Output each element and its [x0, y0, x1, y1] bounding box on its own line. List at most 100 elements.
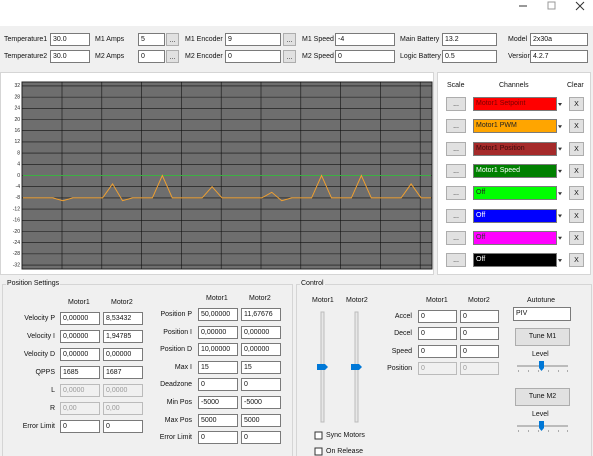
y-tick-label: 12 — [14, 139, 20, 145]
value-field[interactable]: 0,00000 — [60, 348, 100, 361]
value-field[interactable]: 0 — [418, 344, 457, 358]
ellipsis-button[interactable]: ... — [166, 33, 179, 46]
y-tick-label: 20 — [14, 117, 20, 123]
value-field[interactable]: 0 — [198, 431, 238, 445]
channel-select[interactable]: Motor1 Speed — [473, 163, 557, 178]
group-title: Position Settings — [6, 277, 61, 290]
checkbox-label[interactable]: On Release — [326, 448, 363, 455]
value-field[interactable]: 1687 — [103, 366, 143, 379]
value-field: 0,00 — [60, 402, 100, 415]
column-header: Motor2 — [111, 299, 133, 306]
y-tick-label: -12 — [13, 206, 20, 212]
level-thumb — [539, 421, 544, 431]
clear-button[interactable]: X — [569, 163, 584, 178]
channel-select[interactable]: Motor1 Position — [473, 141, 557, 156]
field-label: L — [51, 387, 55, 394]
value-field[interactable]: 0 — [418, 310, 457, 323]
status-label: Version — [508, 53, 532, 60]
channel-select[interactable]: Off — [473, 253, 557, 268]
value-field[interactable]: 15 — [241, 360, 281, 374]
tune-button[interactable]: Tune M2 — [515, 388, 570, 406]
clear-button[interactable]: X — [569, 141, 584, 156]
value-field[interactable]: 15 — [198, 360, 238, 374]
scale-button[interactable]: ... — [446, 141, 466, 156]
scale-button[interactable]: ... — [446, 163, 466, 178]
field-label: Decel — [394, 330, 412, 338]
dropdown-arrow — [558, 103, 562, 106]
value-field[interactable]: 0,00000 — [103, 348, 143, 361]
column-header: Motor1 — [68, 299, 90, 306]
field-label: QPPS — [35, 369, 55, 376]
header-label: Channels — [499, 82, 529, 89]
status-field: 30.0 — [50, 33, 90, 46]
value-field: 0,0000 — [60, 384, 100, 397]
value-field[interactable]: 0 — [60, 420, 100, 433]
scale-button[interactable]: ... — [446, 253, 466, 268]
mode-select[interactable]: PIV — [513, 307, 571, 321]
status-field: 13.2 — [442, 33, 497, 46]
ellipsis-button[interactable]: ... — [283, 33, 296, 46]
clear-button[interactable]: X — [569, 186, 584, 201]
scale-button[interactable]: ... — [446, 230, 466, 245]
value-field[interactable]: 0 — [241, 378, 281, 392]
value-field[interactable]: 10,00000 — [198, 343, 238, 357]
value-field[interactable]: 11,67676 — [241, 308, 281, 321]
checkbox-label[interactable]: Sync Motors — [326, 432, 365, 439]
scale-button[interactable]: ... — [446, 186, 466, 201]
value-field[interactable]: 8,53432 — [103, 312, 143, 325]
channel-select[interactable]: Off — [473, 230, 557, 245]
value-field[interactable]: 0,00000 — [241, 343, 281, 357]
value-field[interactable]: 5000 — [241, 413, 281, 427]
ellipsis-button[interactable]: ... — [283, 50, 296, 63]
value-field[interactable]: 0,00000 — [60, 312, 100, 325]
value-field[interactable]: 1685 — [60, 366, 100, 379]
value-field[interactable]: 5000 — [198, 413, 238, 427]
plot: 32 28 24 20 16 12 8 4 0 -4 -8 -12 -16 -20 -24 -28 -32 — [13, 82, 432, 269]
channel-select[interactable]: Motor1 PWM — [473, 119, 557, 134]
clear-button[interactable]: X — [569, 230, 584, 245]
channel-select[interactable]: Motor1 Setpoint — [473, 97, 557, 111]
clear-button[interactable]: X — [569, 97, 584, 111]
value-field[interactable]: 0 — [241, 431, 281, 445]
scale-button[interactable]: ... — [446, 208, 466, 223]
value-field[interactable]: 0,00000 — [60, 330, 100, 343]
value-field[interactable]: 0,00000 — [198, 325, 238, 339]
dropdown-arrow — [558, 236, 562, 240]
y-tick-label: -8 — [16, 195, 21, 201]
value-field[interactable]: 0 — [460, 327, 499, 341]
series-line — [23, 174, 431, 202]
value-field[interactable]: 50,00000 — [198, 308, 238, 321]
field-label: Position P — [160, 311, 192, 318]
clear-button[interactable]: X — [569, 253, 584, 268]
level-label: Level — [532, 351, 549, 358]
field-label: Max Pos — [164, 416, 192, 424]
level-thumb — [539, 361, 544, 371]
value-field[interactable]: -5000 — [198, 396, 238, 409]
status-field: 0 — [138, 50, 165, 63]
maximize-icon[interactable] — [547, 1, 556, 10]
value-field[interactable]: 0 — [460, 310, 499, 323]
dropdown-arrow — [558, 192, 562, 196]
clear-button[interactable]: X — [569, 208, 584, 223]
channel-select[interactable]: Off — [473, 186, 557, 201]
checkbox — [314, 431, 323, 440]
scale-button[interactable]: ... — [446, 119, 466, 134]
status-field: -4 — [335, 33, 395, 46]
value-field[interactable]: -5000 — [241, 396, 281, 409]
value-field[interactable]: 0 — [460, 344, 499, 358]
scale-button[interactable]: ... — [446, 97, 466, 111]
channel-select[interactable]: Off — [473, 208, 557, 223]
value-field[interactable]: 0 — [418, 327, 457, 341]
value-field[interactable]: 0 — [103, 420, 143, 433]
ellipsis-button[interactable]: ... — [166, 50, 179, 63]
clear-button[interactable]: X — [569, 119, 584, 134]
slider-thumb — [317, 364, 328, 370]
value-field[interactable]: 1,94785 — [103, 330, 143, 343]
value-field[interactable]: 0 — [198, 378, 238, 392]
close-icon[interactable] — [575, 1, 585, 11]
value-field[interactable]: 0,00000 — [241, 325, 281, 339]
level-label: Level — [532, 411, 549, 418]
column-header: Motor2 — [249, 295, 271, 302]
tune-button[interactable]: Tune M1 — [515, 328, 570, 346]
